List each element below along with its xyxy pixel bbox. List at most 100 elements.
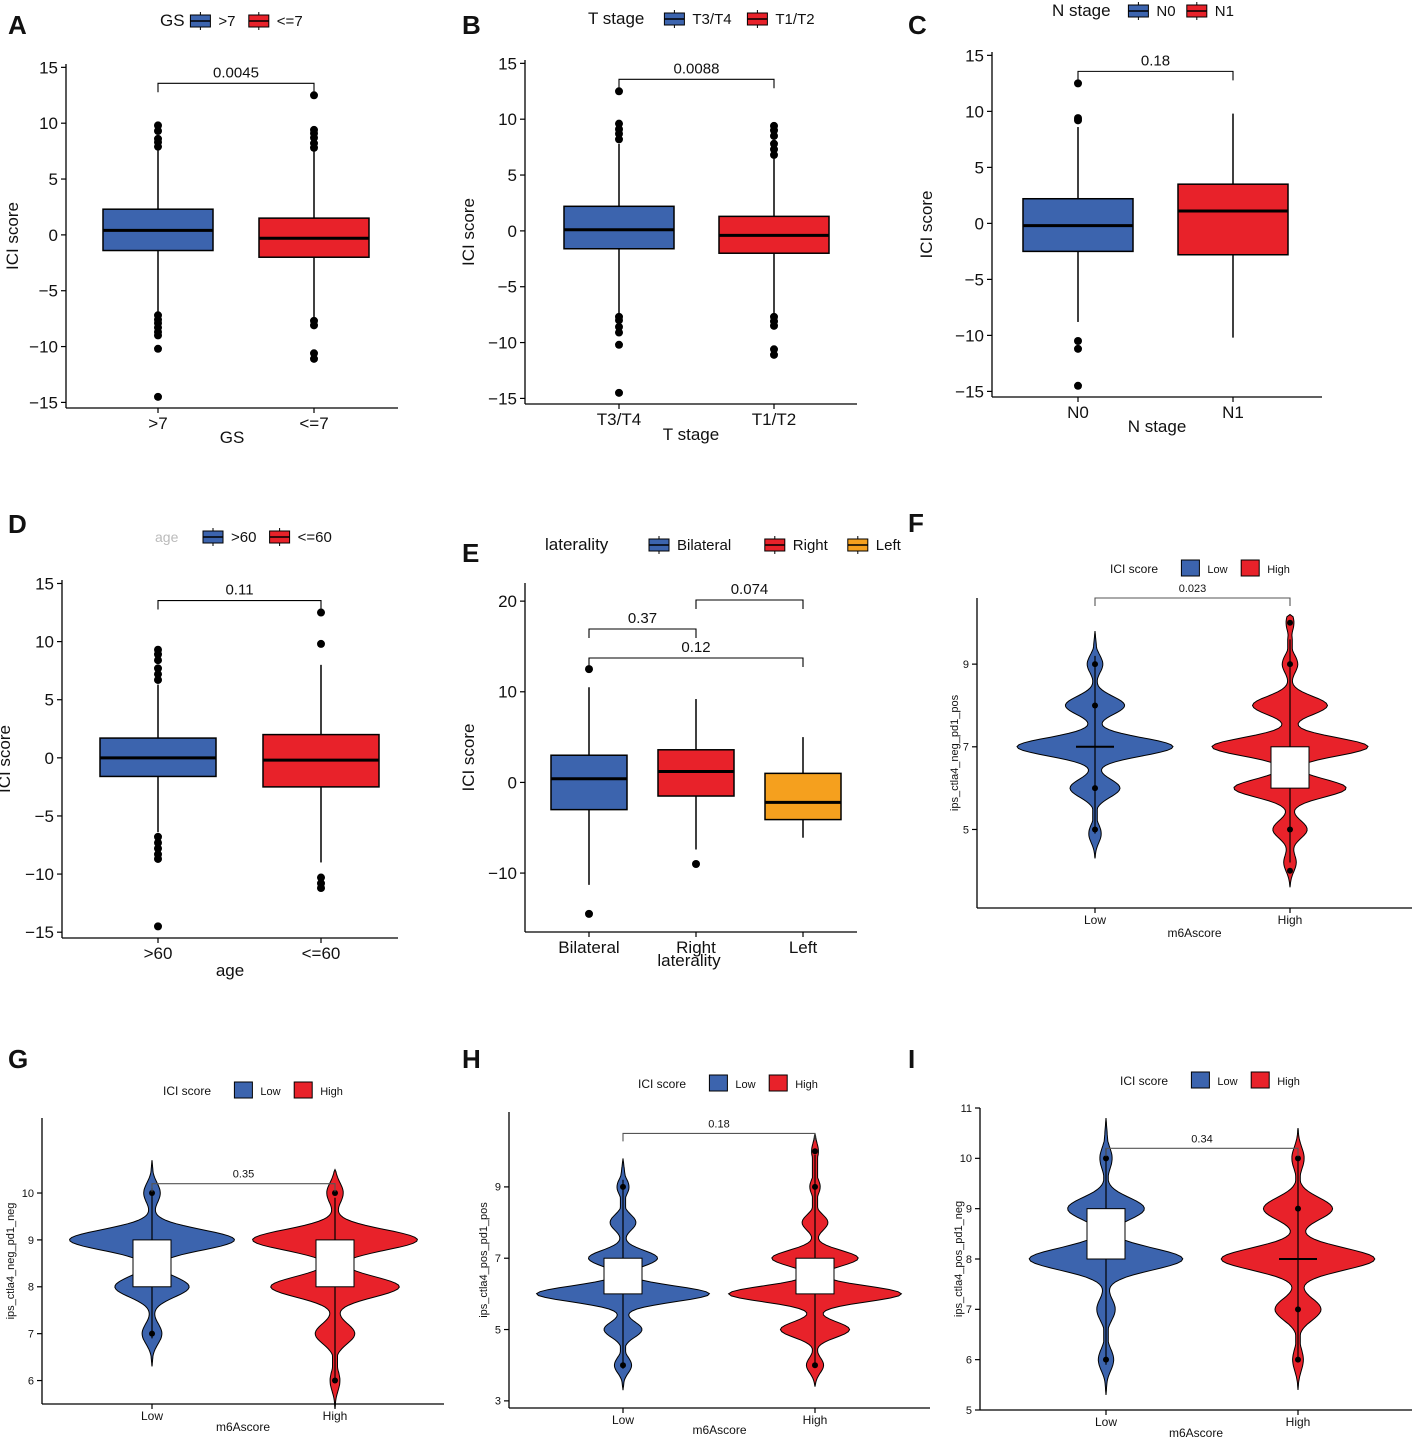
y-tick-label: −5 — [39, 282, 58, 301]
y-tick-label: 5 — [963, 824, 969, 836]
x-tick-label: Low — [1084, 913, 1106, 927]
x-tick-label: >7 — [148, 414, 167, 433]
outlier-point — [615, 87, 623, 96]
box-<=7 — [258, 91, 370, 363]
y-tick-label: −15 — [955, 382, 984, 401]
bracket-line — [695, 599, 804, 609]
outlier-point — [154, 344, 162, 353]
legend-key-high — [1250, 1071, 1270, 1089]
panel-label: B — [462, 10, 481, 40]
data-point — [149, 1330, 155, 1337]
y-tick-label: 7 — [963, 742, 969, 754]
y-tick-label: 10 — [965, 102, 984, 121]
inner-box — [603, 1257, 643, 1295]
outlier-point — [154, 645, 162, 654]
y-tick-label: −10 — [488, 334, 517, 353]
x-axis-title: N stage — [1128, 417, 1187, 436]
p-value-label: 0.11 — [225, 582, 253, 599]
y-tick-label: 9 — [963, 659, 969, 671]
outlier-point — [615, 119, 623, 128]
comparison-bracket: 0.12 — [588, 639, 804, 667]
outlier-point — [770, 345, 778, 354]
outlier-point — [317, 884, 325, 893]
outlier-point — [154, 675, 162, 684]
y-tick-label: 10 — [498, 683, 517, 702]
x-axis-title: m6Ascore — [692, 1423, 746, 1437]
panel-label: G — [8, 1044, 28, 1074]
box-N0 — [1022, 79, 1134, 390]
legend-label: High — [320, 1086, 343, 1098]
data-point — [620, 1362, 626, 1369]
x-axis-title: laterality — [657, 951, 721, 970]
legend: ICI score Low High — [163, 1081, 343, 1099]
y-tick-label: 5 — [49, 170, 58, 189]
bracket-line — [588, 657, 804, 667]
outlier-point — [615, 316, 623, 325]
box->60 — [99, 645, 217, 931]
data-point — [620, 1183, 626, 1190]
outlier-point — [1074, 381, 1082, 390]
panel-label: D — [8, 509, 27, 539]
panel-label: H — [462, 1044, 481, 1074]
outlier-point — [310, 139, 318, 148]
y-tick-label: −5 — [498, 278, 517, 297]
y-tick-label: −10 — [29, 338, 58, 357]
y-tick-label: −15 — [25, 923, 54, 942]
legend: GS >7 <=7 — [160, 11, 303, 30]
panel-label: C — [908, 10, 927, 40]
data-point — [812, 1148, 818, 1155]
data-point — [812, 1362, 818, 1369]
legend-label: Low — [1207, 564, 1227, 576]
box-T1/T2 — [718, 121, 830, 359]
panel-h: H 3 5 7 9 Low High m6Ascore ips_ctla4_pos_pd1_po… — [462, 1044, 930, 1437]
outlier-point — [770, 131, 778, 140]
y-axis-title: ICI score — [0, 725, 14, 793]
outlier-point — [310, 91, 318, 100]
p-value-label: 0.35 — [233, 1169, 254, 1181]
y-axis-title: ips_ctla4_neg_pd1_pos — [949, 694, 961, 811]
bracket-line — [1094, 597, 1291, 606]
y-tick-label: 5 — [975, 158, 984, 177]
box-Right — [657, 699, 735, 869]
box-body — [550, 754, 628, 811]
y-tick-label: 8 — [966, 1254, 972, 1266]
y-tick-label: 6 — [966, 1355, 972, 1367]
x-axis-title: m6Ascore — [216, 1420, 270, 1434]
p-value-label: 0.18 — [708, 1118, 729, 1130]
y-tick-label: 6 — [28, 1375, 34, 1387]
outlier-point — [585, 909, 593, 918]
outlier-point — [770, 350, 778, 359]
x-axis-title: m6Ascore — [1169, 1426, 1223, 1440]
legend-label: <=7 — [277, 13, 303, 30]
outlier-point — [154, 134, 162, 143]
legend-title: ICI score — [638, 1077, 686, 1091]
data-point — [332, 1377, 338, 1384]
outlier-point — [310, 349, 318, 358]
legend-title: ICI score — [1120, 1074, 1168, 1088]
x-tick-label: High — [1278, 913, 1303, 927]
outlier-point — [317, 873, 325, 882]
outlier-point — [154, 838, 162, 847]
legend: ICI score Low High — [1120, 1071, 1300, 1089]
x-axis-title: m6Ascore — [1167, 926, 1221, 940]
data-point — [1287, 661, 1293, 668]
legend-title: ICI score — [163, 1084, 211, 1098]
panel-f: F 5 7 9 Low High m6Ascore ips_ctla4_neg_pd1_pos… — [908, 508, 1412, 940]
legend-title: GS — [160, 11, 185, 30]
panel-label: A — [8, 10, 27, 40]
violin-high — [1211, 613, 1369, 888]
y-axis-title: ips_ctla4_pos_pd1_pos — [478, 1202, 490, 1318]
y-tick-label: 0 — [508, 773, 517, 792]
box-Bilateral — [550, 665, 628, 918]
legend-label: >7 — [218, 13, 235, 30]
legend-label: N0 — [1156, 3, 1175, 20]
legend: ICI score Low High — [638, 1074, 818, 1092]
data-point — [332, 1190, 338, 1197]
y-axis-title: ICI score — [917, 190, 936, 258]
inner-box — [1086, 1208, 1126, 1260]
y-tick-label: 10 — [22, 1188, 34, 1200]
comparison-bracket: 0.11 — [157, 582, 322, 610]
x-tick-label: High — [803, 1413, 828, 1427]
x-tick-label: >60 — [144, 944, 173, 963]
legend: T stage T3/T4 T1/T2 — [588, 9, 815, 28]
